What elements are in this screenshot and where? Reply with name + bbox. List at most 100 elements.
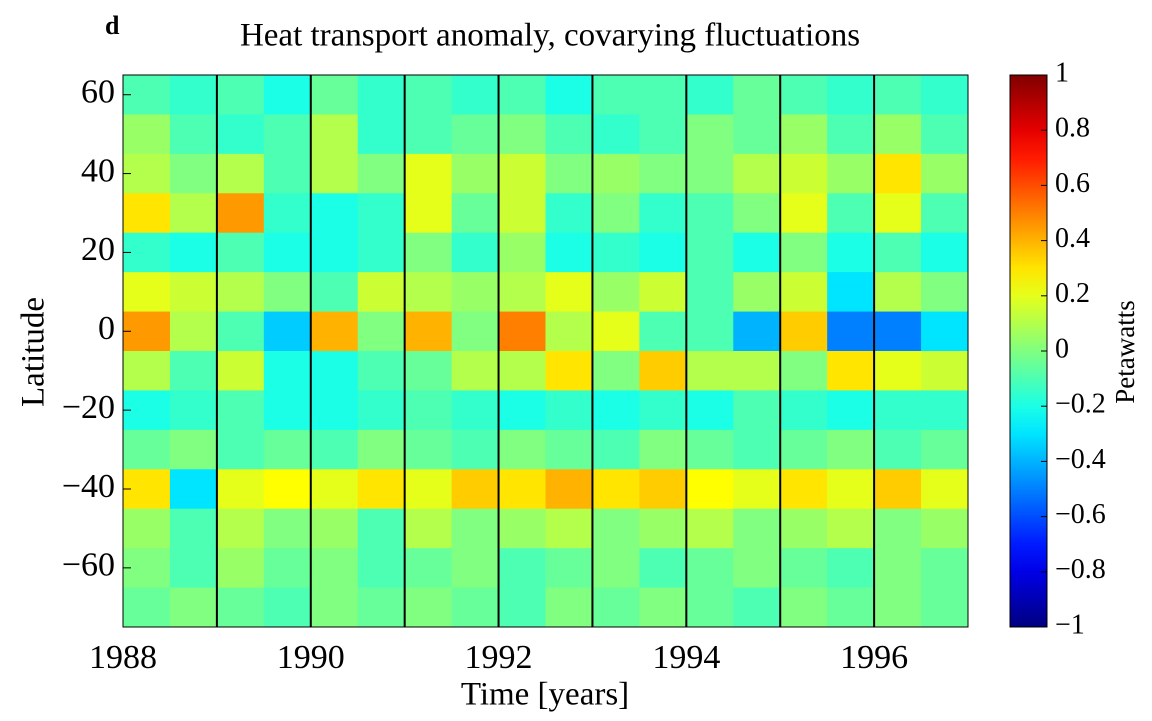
heat-cell — [357, 587, 406, 628]
heat-cell — [733, 469, 781, 510]
x-axis-label: Time [years] — [461, 677, 629, 713]
heat-cell — [498, 272, 546, 313]
heat-cell — [827, 193, 875, 234]
heat-cell — [545, 114, 593, 155]
heat-cell — [780, 548, 828, 589]
y-tick-label: −20 — [62, 389, 115, 426]
heat-cell — [733, 508, 781, 549]
heat-cell — [310, 469, 359, 510]
heat-cell — [310, 272, 359, 313]
heat-cell — [780, 232, 828, 273]
heat-cell — [780, 508, 828, 549]
heat-cell — [169, 311, 218, 352]
heat-cell — [216, 272, 265, 313]
heat-cell — [263, 311, 312, 352]
heat-cell — [498, 351, 546, 391]
heat-cell — [357, 508, 406, 549]
heat-cell — [263, 114, 312, 155]
y-tick-label: 60 — [81, 74, 115, 111]
colorbar-tick-label: 0.6 — [1055, 168, 1090, 199]
heat-cell — [874, 272, 922, 313]
heat-cell — [263, 75, 312, 115]
heat-cell — [357, 548, 406, 589]
heat-cell — [169, 548, 218, 589]
heat-cell — [216, 390, 265, 431]
heat-cell — [639, 429, 687, 470]
heat-cell — [216, 508, 265, 549]
heat-cell — [404, 351, 453, 391]
heat-cell — [310, 351, 359, 391]
heat-cell — [686, 153, 734, 194]
heat-cell — [498, 114, 546, 155]
heat-cell — [592, 311, 640, 352]
heat-cell — [310, 548, 359, 589]
heat-cell — [123, 114, 171, 155]
heat-cell — [545, 311, 593, 352]
heat-cell — [686, 351, 734, 391]
heat-cell — [169, 587, 218, 628]
colorbar-tick-label: −0.2 — [1055, 389, 1106, 420]
heat-cell — [921, 153, 969, 194]
heat-cell — [310, 232, 359, 273]
heat-cell — [545, 75, 593, 115]
heat-cell — [686, 390, 734, 431]
heat-cell — [451, 587, 500, 628]
heat-cell — [123, 351, 171, 391]
heat-cell — [639, 232, 687, 273]
heat-cell — [686, 75, 734, 115]
colorbar-label: Petawatts — [1110, 300, 1140, 403]
heat-cell — [357, 75, 406, 115]
heat-cell — [451, 272, 500, 313]
heat-cell — [545, 469, 593, 510]
heat-cell — [639, 153, 687, 194]
heat-cell — [639, 193, 687, 234]
heat-cell — [545, 193, 593, 234]
heat-cell — [827, 351, 875, 391]
heat-cell — [686, 587, 734, 628]
heat-cell — [639, 75, 687, 115]
chart-title: Heat transport anomaly, covarying fluctu… — [240, 18, 860, 54]
heat-cell — [216, 75, 265, 115]
heat-cell — [733, 193, 781, 234]
heat-cell — [686, 114, 734, 155]
heat-cell — [404, 390, 453, 431]
colorbar-tick-label: −0.6 — [1055, 499, 1106, 530]
heat-cell — [123, 193, 171, 234]
heat-cell — [451, 548, 500, 589]
heat-cell — [123, 429, 171, 470]
heat-cell — [874, 311, 922, 352]
heat-cell — [639, 311, 687, 352]
colorbar-tick-label: 0.4 — [1055, 223, 1090, 254]
heat-cell — [123, 508, 171, 549]
heat-cell — [686, 311, 734, 352]
heat-cell — [545, 548, 593, 589]
heat-cell — [451, 193, 500, 234]
heat-cell — [263, 351, 312, 391]
heat-cell — [263, 469, 312, 510]
heat-cell — [686, 429, 734, 470]
heat-cell — [263, 390, 312, 431]
heat-cell — [874, 390, 922, 431]
heat-cell — [404, 508, 453, 549]
heat-cell — [733, 75, 781, 115]
heat-cell — [451, 311, 500, 352]
heat-cell — [404, 548, 453, 589]
heat-cell — [169, 508, 218, 549]
heat-cell — [357, 351, 406, 391]
y-tick-label: −40 — [62, 468, 115, 505]
heat-cell — [404, 153, 453, 194]
heat-cell — [498, 311, 546, 352]
heat-cell — [545, 390, 593, 431]
heat-cell — [357, 429, 406, 470]
heat-cell — [592, 548, 640, 589]
x-tick-label: 1996 — [840, 639, 908, 676]
heat-cell — [921, 429, 969, 470]
heat-cell — [169, 232, 218, 273]
heat-cell — [639, 508, 687, 549]
heat-cell — [780, 272, 828, 313]
heat-cell — [310, 587, 359, 628]
panel-label: d — [105, 11, 120, 40]
colorbar-tick-label: 0.2 — [1055, 278, 1090, 309]
heat-cell — [592, 469, 640, 510]
y-tick-label: 0 — [98, 310, 115, 347]
